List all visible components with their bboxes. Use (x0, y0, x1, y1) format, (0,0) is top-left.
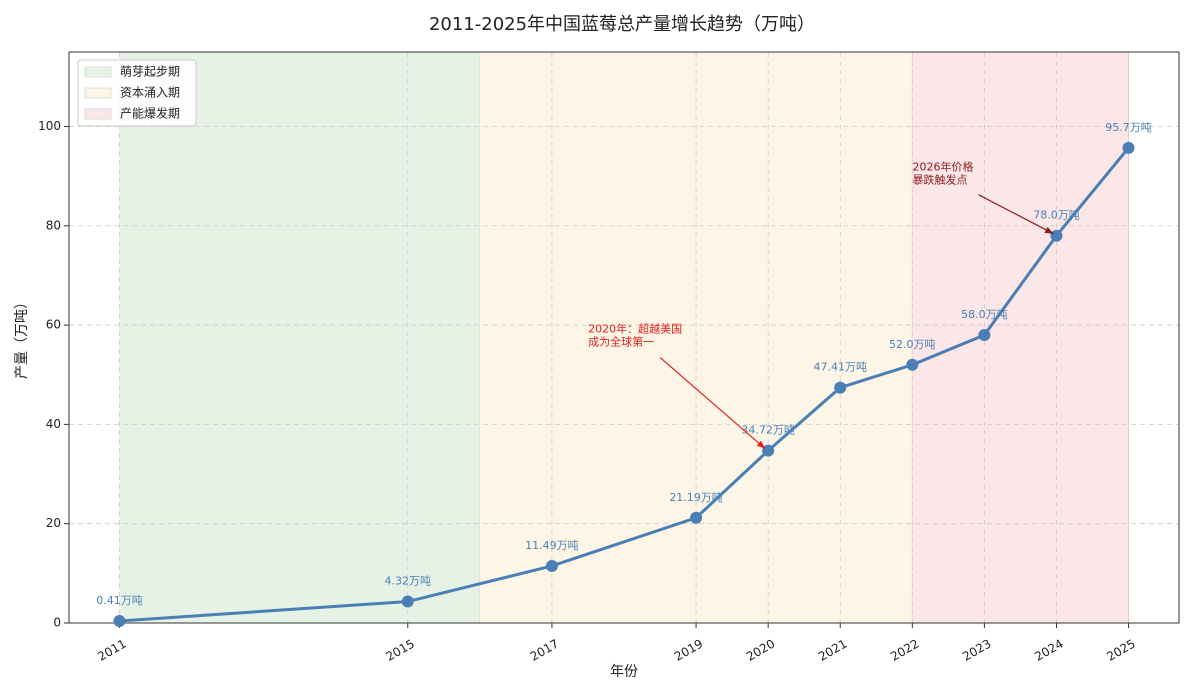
point (906, 358, 919, 371)
value-label: 47.41万吨 (813, 361, 867, 374)
value-label: 0.41万吨 (96, 594, 143, 607)
point (545, 559, 558, 572)
legend-swatch (84, 108, 112, 120)
x-tick-label: 2021 (816, 637, 849, 664)
x-tick-label: 2015 (384, 637, 417, 664)
legend-label: 产能爆发期 (120, 106, 180, 121)
annotation-arrow (659, 357, 766, 450)
legend-swatch (84, 66, 112, 78)
x-tick-label: 2017 (528, 637, 561, 664)
x-axis-title: 年份 (610, 664, 638, 680)
point (1050, 229, 1063, 242)
point (690, 511, 703, 524)
value-label: 78.0万吨 (1033, 209, 1080, 222)
y-tick-label: 40 (46, 417, 61, 431)
y-tick-label: 60 (46, 318, 61, 332)
x-tick-label: 2011 (95, 637, 128, 664)
y-tick-label: 0 (53, 616, 61, 630)
value-label: 21.19万吨 (669, 491, 723, 504)
legend-swatch (84, 87, 112, 99)
point (978, 329, 991, 342)
x-tick-label: 2025 (1104, 637, 1137, 664)
y-tick-label: 20 (46, 516, 61, 530)
annotation-text: 成为全球第一 (588, 335, 654, 349)
y-tick-label: 80 (46, 218, 61, 232)
value-label: 4.32万吨 (385, 575, 432, 588)
value-label: 52.0万吨 (889, 338, 936, 351)
y-tick-label: 100 (38, 119, 61, 133)
value-label: 95.7万吨 (1105, 121, 1152, 134)
legend-label: 萌芽起步期 (120, 65, 180, 79)
x-tick-label: 2019 (672, 637, 705, 664)
annotation-text: 暴跌触发点 (912, 173, 967, 187)
annotation-text: 2020年：超越美国 (588, 322, 682, 336)
line (119, 146, 1130, 623)
annotation-text: 2026年价格 (912, 160, 973, 174)
legend-label: 资本涌入期 (120, 86, 180, 100)
x-tick-label: 2024 (1032, 637, 1065, 664)
value-label: 11.49万吨 (525, 539, 579, 552)
point (762, 444, 775, 457)
chart-title: 2011-2025年中国蓝莓总产量增长趋势（万吨） (429, 14, 815, 35)
region (479, 52, 913, 623)
value-label: 34.72万吨 (741, 424, 795, 437)
point (834, 381, 847, 394)
plot-frame (68, 51, 1180, 624)
x-tick-label: 2022 (888, 637, 921, 664)
y-axis-title: 产量（万吨） (14, 295, 30, 379)
x-tick-label: 2020 (744, 637, 777, 664)
region (119, 52, 480, 623)
point (1122, 141, 1135, 154)
region (912, 52, 1129, 623)
value-label: 58.0万吨 (961, 308, 1008, 321)
point (401, 595, 414, 608)
x-tick-label: 2023 (960, 637, 993, 664)
annotation-arrow (978, 194, 1054, 235)
point (113, 614, 126, 627)
